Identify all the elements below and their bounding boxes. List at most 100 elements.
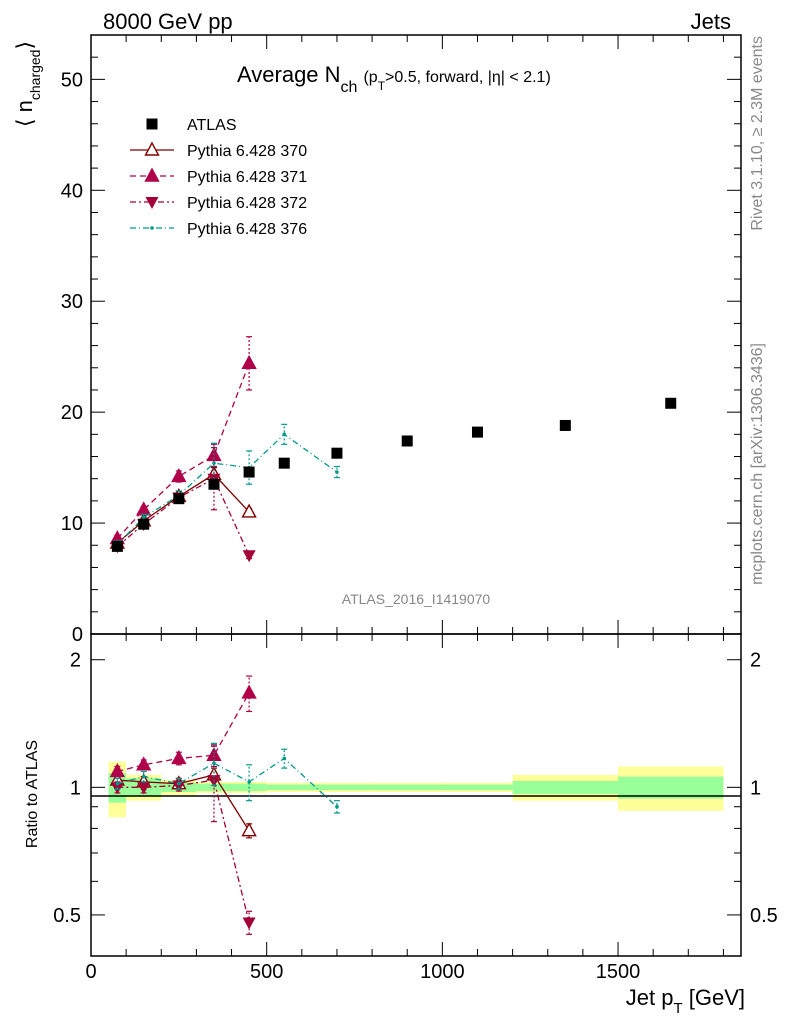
- ratio-point: [172, 780, 186, 793]
- main-point: [278, 457, 290, 469]
- main-axis-ticks: 0 10 20 30 40 50: [61, 34, 741, 646]
- chart-title: Average Nch(pT>0.5, forward, |η| < 2.1): [237, 62, 551, 96]
- legend-entry-p376: Pythia 6.428 376: [130, 221, 307, 238]
- ratio-y-tick-label-left: 0.5: [53, 905, 81, 927]
- header-process-label: Jets: [691, 9, 731, 34]
- header-energy-label: 8000 GeV pp: [103, 9, 233, 34]
- legend-label: Pythia 6.428 371: [187, 169, 307, 186]
- ratio-point: [109, 762, 126, 778]
- ratio-y-tick-label-right: 0.5: [750, 905, 778, 927]
- x-tick-label: 1500: [596, 961, 641, 983]
- ratio-point: [212, 761, 216, 766]
- main-series-data: [111, 397, 677, 552]
- legend-label: ATLAS: [187, 117, 237, 134]
- ratio-point: [171, 749, 187, 765]
- ratio-band-inner: [512, 780, 619, 794]
- y-tick-label: 10: [61, 513, 83, 535]
- ratio-point: [136, 756, 152, 771]
- main-point: [471, 426, 483, 438]
- main-point: [242, 550, 256, 563]
- ratio-band-inner: [196, 783, 232, 792]
- legend-entry-data: ATLAS: [146, 117, 237, 134]
- main-point: [241, 354, 257, 370]
- ratio-point: [241, 684, 257, 699]
- ratio-band-inner: [301, 784, 373, 791]
- main-point: [173, 493, 185, 505]
- x-axis-label: Jet pT [GeV]: [626, 985, 745, 1017]
- main-panel: 0 10 20 30 40 50: [61, 34, 742, 646]
- x-tick-label: 1000: [420, 961, 465, 983]
- source-reference-label: mcplots.cern.ch [arXiv:1306.3436]: [749, 343, 766, 585]
- main-line-p371: [116, 363, 250, 540]
- ratio-panel-frame: [90, 633, 742, 957]
- ratio-point: [141, 774, 146, 779]
- ratio-band-inner: [442, 784, 513, 791]
- legend-entry-p372: Pythia 6.428 372: [130, 195, 307, 212]
- ratio-point: [242, 917, 256, 930]
- main-errorbar: [246, 336, 253, 391]
- main-point: [241, 503, 257, 518]
- main-point: [138, 518, 150, 530]
- main-point: [111, 540, 123, 552]
- ratio-axis-ticks: 0.5 0.5 1 1 2 2 0 500 1000 1500: [53, 634, 778, 983]
- ratio-series-p371: [109, 675, 257, 778]
- ratio-point: [137, 782, 151, 795]
- ratio-band-inner: [372, 784, 443, 791]
- main-point: [331, 447, 343, 459]
- ratio-point: [177, 781, 181, 786]
- legend-marker: [145, 197, 159, 209]
- main-line-p370: [116, 473, 250, 544]
- legend-marker: [144, 167, 160, 182]
- main-point: [559, 419, 571, 431]
- ratio-errorbar: [246, 910, 253, 935]
- ratio-y-tick-label-right: 1: [750, 777, 761, 799]
- y-tick-label: 50: [61, 69, 83, 91]
- legend-label: Pythia 6.428 372: [187, 195, 307, 212]
- ratio-y-tick-label-left: 1: [70, 777, 81, 799]
- legend: ATLAS Pythia 6.428 370 Pythia 6.428 371 Pyt…: [130, 117, 307, 238]
- legend-label: Pythia 6.428 376: [187, 221, 307, 238]
- main-point: [665, 397, 677, 409]
- ratio-point: [115, 781, 120, 786]
- y-tick-label: 30: [61, 291, 83, 313]
- main-point: [282, 432, 287, 437]
- main-point: [212, 461, 216, 465]
- main-series-p372: [110, 447, 256, 563]
- legend-marker: [146, 118, 158, 130]
- ratio-band-inner: [618, 776, 724, 799]
- y-tick-label: 40: [61, 180, 83, 202]
- ratio-point: [206, 746, 222, 762]
- main-series-p371: [109, 336, 257, 545]
- ratio-panel: 0.5 0.5 1 1 2 2 0 500 1000 1500: [53, 633, 778, 983]
- ratio-uncertainty-bands: [108, 761, 724, 818]
- x-tick-label: 500: [250, 961, 283, 983]
- ratio-point: [241, 822, 257, 837]
- legend-label: Pythia 6.428 370: [187, 143, 307, 160]
- ratio-point: [282, 756, 287, 761]
- y-axis-label-ratio: Ratio to ATLAS: [24, 740, 41, 848]
- legend-entry-p371: Pythia 6.428 371: [130, 167, 307, 186]
- main-errorbar: [210, 447, 217, 511]
- ratio-point: [247, 780, 251, 784]
- main-point: [141, 515, 146, 520]
- legend-entry-p370: Pythia 6.428 370: [130, 141, 307, 160]
- rivet-version-label: Rivet 3.1.10, ≥ 2.3M events: [749, 36, 766, 231]
- ratio-y-tick-label-left: 2: [70, 650, 81, 672]
- legend-marker: [150, 226, 154, 230]
- main-point: [208, 478, 220, 490]
- ratio-band-inner: [266, 784, 302, 791]
- y-axis-label-main: ⟨ ncharged⟩: [12, 41, 43, 127]
- ratio-errorbar: [333, 800, 340, 814]
- main-point: [401, 435, 413, 447]
- main-point: [335, 470, 339, 474]
- ratio-series-p376: [114, 742, 340, 814]
- legend-marker: [144, 141, 160, 156]
- ratio-line-p372: [117, 779, 250, 923]
- ratio-y-tick-label-right: 2: [750, 650, 761, 672]
- x-tick-label: 0: [85, 961, 96, 983]
- y-tick-label: 0: [72, 624, 83, 646]
- main-point: [243, 466, 255, 478]
- ratio-point: [335, 804, 339, 809]
- main-point: [171, 468, 187, 483]
